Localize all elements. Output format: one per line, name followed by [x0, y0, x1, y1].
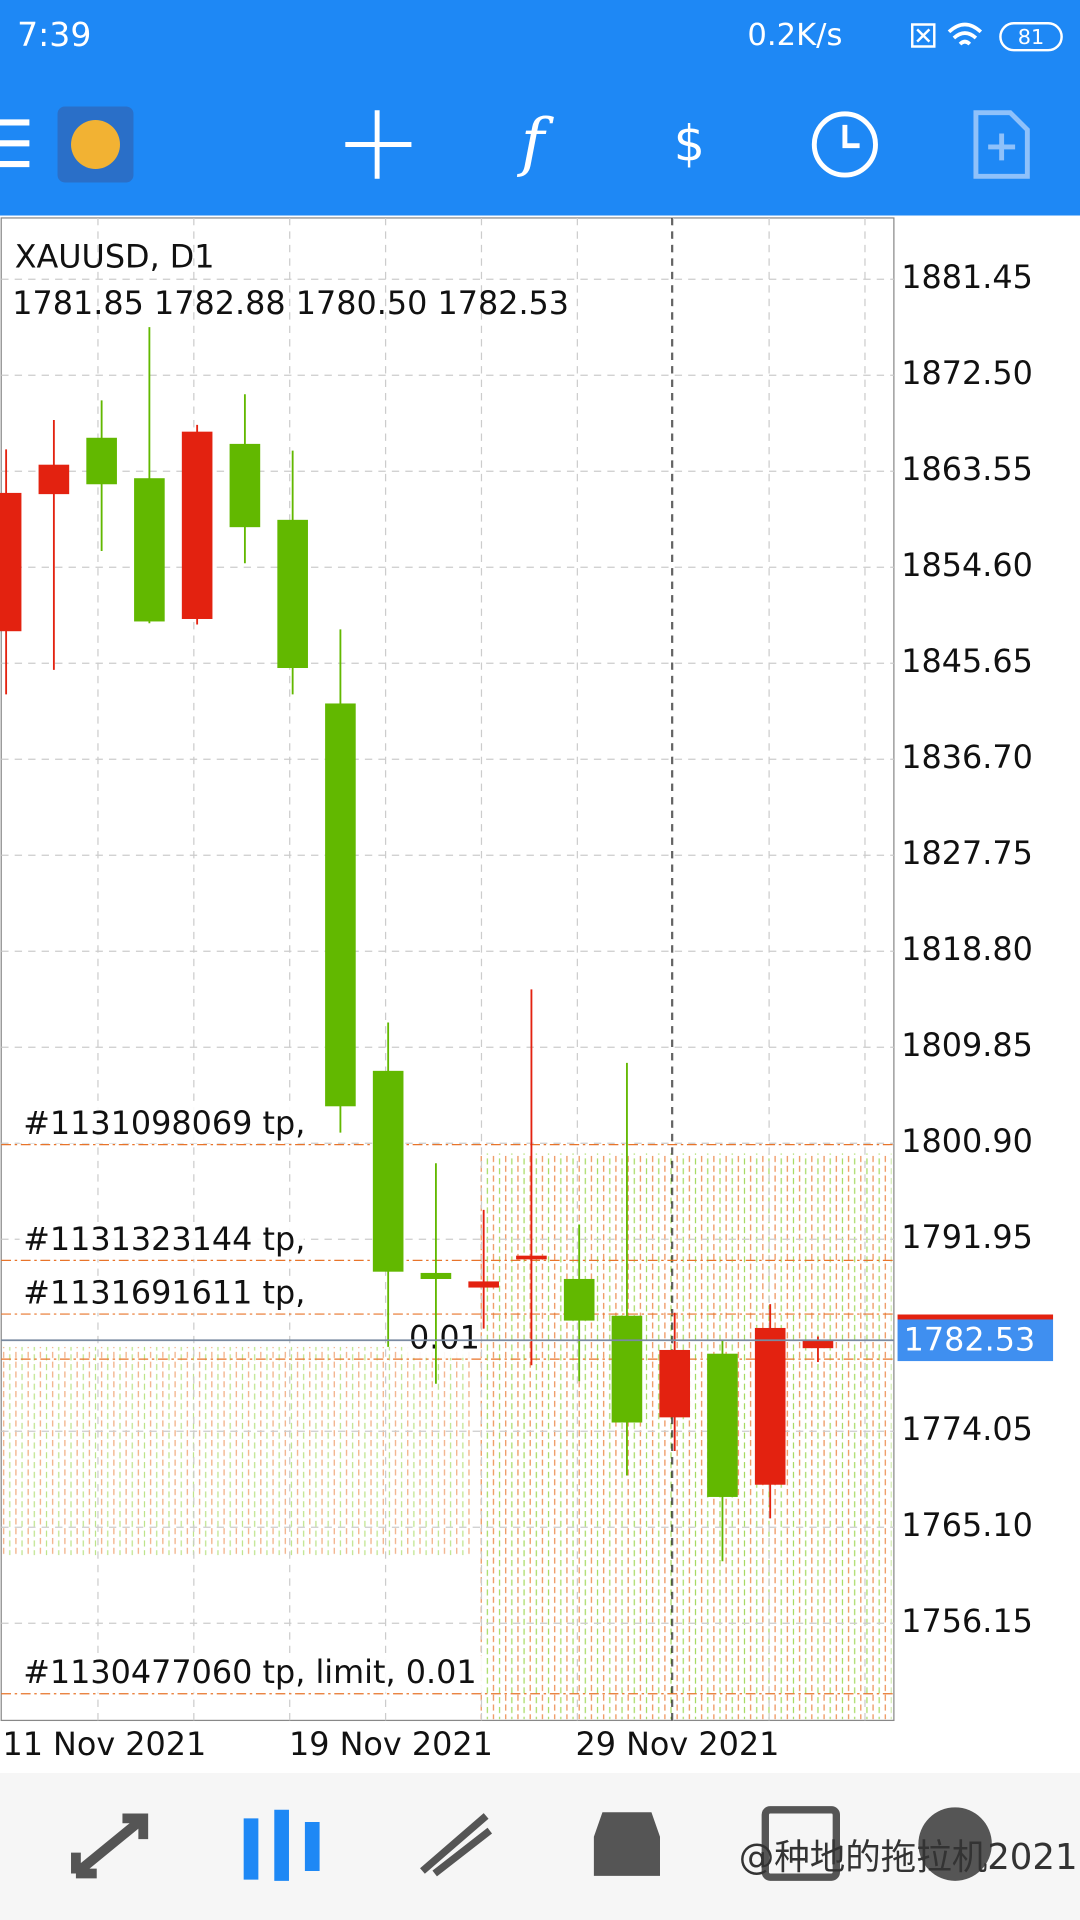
chart-ohlc: 1781.85 1782.88 1780.50 1782.53: [12, 284, 569, 322]
y-tick-label: 1827.75: [901, 834, 1033, 872]
y-tick-label: 1791.95: [901, 1218, 1033, 1256]
trade-button[interactable]: $: [674, 115, 705, 172]
y-tick-label: 1872.50: [901, 354, 1033, 392]
chart-tab[interactable]: [243, 1809, 320, 1881]
candle-body: [0, 492, 22, 632]
order-lines: [477, 1153, 892, 1720]
crosshair-button[interactable]: [345, 110, 412, 179]
y-tick-label: 1800.90: [901, 1122, 1033, 1160]
candle-body: [659, 1349, 691, 1418]
candle-body: [86, 437, 117, 485]
messages-tab[interactable]: [918, 1807, 992, 1881]
logo-mark: [71, 120, 120, 169]
candle-body: [134, 478, 165, 622]
y-tick-label: 1836.70: [901, 738, 1033, 776]
y-tick-label: 1881.45: [901, 258, 1033, 296]
order-label: #1130477060 tp, limit, 0.01: [23, 1653, 476, 1691]
trade-tab[interactable]: [420, 1813, 493, 1877]
candle-body: [611, 1315, 643, 1423]
y-tick-label: 1818.80: [901, 930, 1033, 968]
candle-body: [372, 1070, 404, 1272]
menu-button[interactable]: [0, 119, 30, 168]
template-button[interactable]: [973, 110, 1030, 179]
candle-body: [516, 1255, 547, 1260]
candle-body: [707, 1353, 738, 1497]
candle-body: [181, 431, 213, 619]
x-tick-label: 29 Nov 2021: [576, 1725, 780, 1763]
sim-icon: [911, 23, 936, 48]
order-label-bg: [19, 1276, 304, 1313]
candle-body: [754, 1327, 786, 1485]
candle-body: [325, 703, 356, 1107]
candle-body: [468, 1281, 499, 1288]
chart-symbol: XAUUSD, D1: [15, 237, 215, 275]
candle-body: [229, 443, 261, 528]
candle-body: [802, 1339, 834, 1349]
y-tick-label: 1809.85: [901, 1026, 1033, 1064]
candle-body: [38, 464, 70, 495]
y-tick-label: 1774.05: [901, 1410, 1033, 1448]
bottom-nav: [0, 1773, 1080, 1920]
candle-body: [277, 519, 308, 669]
y-tick-label: 1845.65: [901, 642, 1033, 680]
current-price-label: 1782.53: [904, 1320, 1036, 1358]
current-price-box: [897, 1319, 1054, 1362]
order-lines: [2, 1346, 474, 1556]
app-header: [0, 0, 1080, 216]
candle-body: [420, 1272, 452, 1279]
y-tick-label: 1765.10: [901, 1506, 1033, 1544]
order-label: #1131691611 tp,: [23, 1273, 305, 1311]
status-time: 7:39: [17, 15, 91, 54]
order-label: 0.01: [409, 1319, 480, 1357]
battery: [999, 22, 1063, 52]
order-label: #1131323144 tp,: [23, 1220, 305, 1258]
battery-level: 81: [1018, 25, 1044, 49]
history-tab[interactable]: [593, 1812, 660, 1876]
clock-hands: [842, 124, 860, 149]
period-button[interactable]: [811, 111, 878, 178]
quotes-tab[interactable]: [71, 1813, 149, 1879]
order-label-bg: [19, 1655, 483, 1693]
y-tick-label: 1756.15: [901, 1602, 1033, 1640]
news-tab[interactable]: [761, 1806, 840, 1881]
wifi-icon: [947, 22, 983, 46]
y-tick-label: 1863.55: [901, 450, 1033, 488]
candle-body: [563, 1278, 595, 1321]
status-speed: 0.2K/s: [747, 18, 842, 53]
watermark: @种地的拖拉机2021: [739, 1837, 1078, 1878]
x-tick-label: 19 Nov 2021: [289, 1725, 493, 1763]
x-tick-label: 11 Nov 2021: [2, 1725, 206, 1763]
y-tick-label: 1854.60: [901, 546, 1033, 584]
order-label-bg: [19, 1106, 304, 1144]
order-label: #1131098069 tp,: [23, 1104, 305, 1142]
order-label-bg: [19, 1222, 304, 1260]
